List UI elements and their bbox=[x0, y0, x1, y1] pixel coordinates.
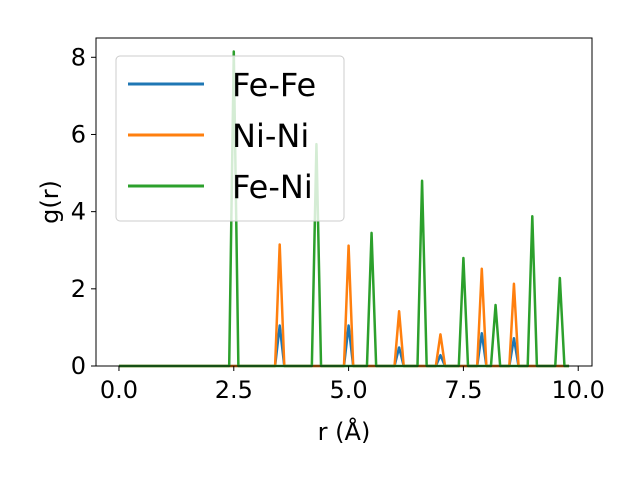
series-line-ni-ni bbox=[118, 243, 570, 368]
x-tick-label: 2.5 bbox=[215, 376, 253, 404]
y-tick-label: 4 bbox=[71, 198, 86, 226]
y-tick-label: 6 bbox=[71, 120, 86, 148]
x-tick-label: 10.0 bbox=[552, 376, 605, 404]
legend-label-fe-ni: Fe-Ni bbox=[232, 168, 313, 206]
legend: Fe-Fe Ni-Ni Fe-Ni bbox=[115, 55, 345, 222]
y-tick-label: 2 bbox=[71, 275, 86, 303]
plot-frame bbox=[95, 37, 593, 367]
x-tick-label: 5.0 bbox=[330, 376, 368, 404]
x-tick-label: 7.5 bbox=[444, 376, 482, 404]
legend-label-fe-fe: Fe-Fe bbox=[232, 66, 316, 104]
x-axis-label: r (Å) bbox=[318, 417, 371, 446]
legend-label-ni-ni: Ni-Ni bbox=[232, 117, 309, 155]
y-axis: 0 2 4 6 8 bbox=[71, 43, 96, 380]
x-tick-label: 0.0 bbox=[100, 376, 138, 404]
y-tick-label: 0 bbox=[71, 352, 86, 380]
legend-box bbox=[115, 55, 345, 222]
x-axis: 0.0 2.5 5.0 7.5 10.0 bbox=[100, 366, 605, 404]
y-tick-label: 8 bbox=[71, 43, 86, 71]
y-axis-label: g(r) bbox=[36, 180, 64, 224]
